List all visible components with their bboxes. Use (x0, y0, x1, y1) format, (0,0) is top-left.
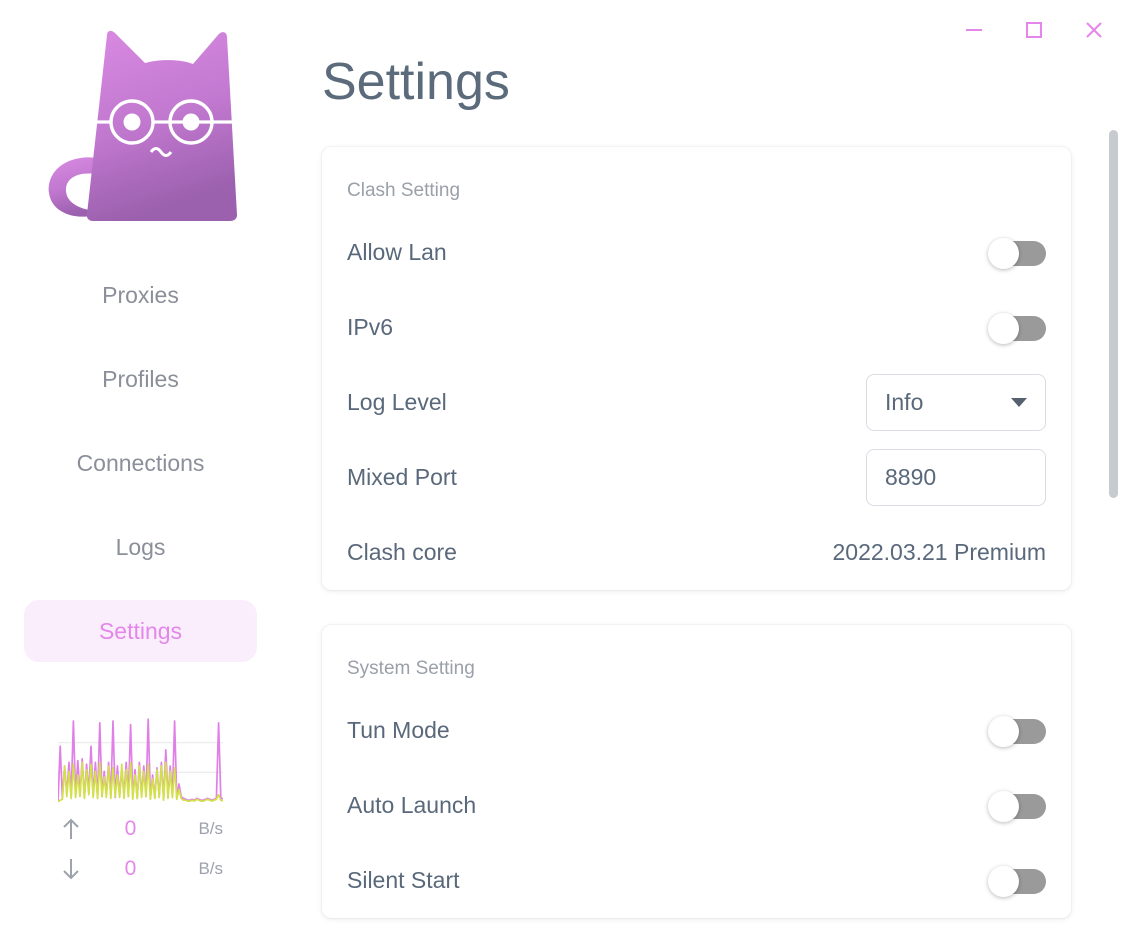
main-content: Settings Clash Setting Allow Lan IPv6 Lo… (281, 0, 1124, 937)
setting-row-log-level: Log Level Info (347, 365, 1046, 440)
ipv6-toggle[interactable] (988, 312, 1046, 344)
traffic-panel: 0 B/s 0 B/s (24, 712, 257, 882)
mixed-port-value: 8890 (885, 464, 937, 490)
sidebar: Proxies Profiles Connections Logs Settin… (0, 0, 281, 937)
close-icon (1080, 16, 1108, 44)
download-stat-row: 0 B/s (58, 856, 223, 882)
auto-launch-toggle[interactable] (988, 790, 1046, 822)
sidebar-item-label: Logs (115, 533, 166, 560)
traffic-chart-svg (58, 718, 223, 802)
clash-cat-logo-icon (41, 19, 241, 229)
log-level-select[interactable]: Info (866, 374, 1046, 431)
setting-row-ipv6: IPv6 (347, 290, 1046, 365)
page-title: Settings (322, 53, 510, 111)
minimize-button[interactable] (944, 1, 1004, 59)
maximize-icon (1021, 17, 1047, 43)
setting-row-tun-mode: Tun Mode (347, 693, 1046, 768)
upload-speed-unit: B/s (198, 819, 223, 838)
sidebar-item-label: Settings (98, 617, 183, 644)
minimize-icon (961, 17, 987, 43)
silent-start-toggle[interactable] (988, 865, 1046, 897)
tun-mode-toggle[interactable] (988, 715, 1046, 747)
sidebar-nav: Proxies Profiles Connections Logs Settin… (24, 264, 257, 684)
toggle-knob (988, 237, 1019, 269)
scrollbar[interactable] (1108, 0, 1120, 937)
download-speed-unit: B/s (198, 859, 223, 878)
setting-label: Clash core (347, 539, 457, 565)
log-level-value: Info (885, 389, 924, 415)
sidebar-item-label: Profiles (102, 365, 179, 392)
setting-row-allow-lan: Allow Lan (347, 215, 1046, 290)
card-heading: Clash Setting (347, 180, 461, 201)
clash-setting-card: Clash Setting Allow Lan IPv6 Log Level (322, 147, 1071, 590)
mixed-port-input[interactable]: 8890 (866, 449, 1046, 506)
close-button[interactable] (1064, 1, 1124, 59)
setting-label: IPv6 (347, 314, 394, 340)
toggle-knob (988, 865, 1019, 897)
download-speed-value: 0 (124, 857, 137, 880)
upload-speed-value: 0 (124, 817, 137, 840)
sidebar-item-label: Connections (76, 449, 205, 476)
sidebar-item-connections[interactable]: Connections (24, 432, 257, 494)
toggle-knob (988, 715, 1019, 747)
toggle-knob (988, 790, 1019, 822)
setting-row-silent-start: Silent Start (347, 843, 1046, 918)
sidebar-item-logs[interactable]: Logs (24, 516, 257, 578)
allow-lan-toggle[interactable] (988, 237, 1046, 269)
chevron-down-icon (1011, 398, 1027, 407)
download-arrow-icon (58, 856, 84, 882)
clash-core-version: 2022.03.21 Premium (832, 539, 1046, 565)
window-controls (944, 0, 1124, 60)
setting-label: Allow Lan (347, 239, 447, 265)
traffic-chart (58, 712, 223, 802)
setting-label: Auto Launch (347, 792, 477, 818)
setting-row-auto-launch: Auto Launch (347, 768, 1046, 843)
setting-row-clash-core: Clash core 2022.03.21 Premium (347, 515, 1046, 590)
upload-arrow-icon (58, 816, 84, 842)
toggle-knob (988, 312, 1019, 344)
setting-row-mixed-port: Mixed Port 8890 (347, 440, 1046, 515)
setting-label: Mixed Port (347, 464, 457, 490)
sidebar-item-proxies[interactable]: Proxies (24, 264, 257, 326)
setting-label: Log Level (347, 389, 447, 415)
maximize-button[interactable] (1004, 1, 1064, 59)
setting-label: Tun Mode (347, 717, 450, 743)
scrollbar-thumb[interactable] (1109, 130, 1118, 498)
app-logo (36, 18, 246, 230)
system-setting-card: System Setting Tun Mode Auto Launch Sile… (322, 625, 1071, 918)
setting-label: Silent Start (347, 867, 460, 893)
sidebar-item-label: Proxies (102, 281, 179, 308)
sidebar-item-settings[interactable]: Settings (24, 600, 257, 662)
sidebar-item-profiles[interactable]: Profiles (24, 348, 257, 410)
card-heading: System Setting (347, 658, 475, 679)
upload-stat-row: 0 B/s (58, 816, 223, 842)
